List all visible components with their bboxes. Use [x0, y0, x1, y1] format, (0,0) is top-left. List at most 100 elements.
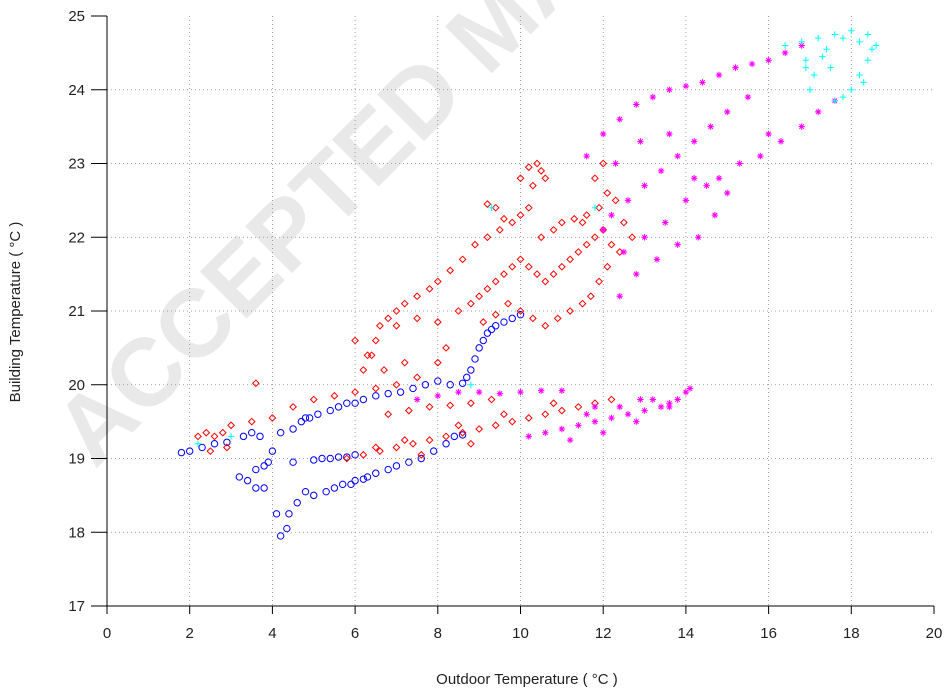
data-point	[591, 204, 599, 211]
data-point	[558, 387, 566, 394]
data-point	[247, 417, 256, 426]
data-point	[533, 159, 541, 168]
data-point	[455, 388, 462, 396]
data-point	[433, 277, 442, 286]
data-point	[425, 402, 434, 411]
data-point	[607, 240, 616, 249]
data-point	[616, 403, 623, 411]
data-point	[471, 240, 479, 249]
data-point	[198, 443, 206, 452]
data-point	[748, 60, 756, 68]
data-point	[500, 318, 508, 326]
data-point	[442, 440, 450, 448]
data-point	[326, 454, 334, 463]
data-point	[384, 314, 393, 323]
data-point	[351, 388, 360, 397]
axes	[91, 15, 935, 614]
data-point	[744, 93, 752, 101]
data-point	[338, 480, 347, 489]
data-point	[487, 325, 496, 334]
data-point	[516, 310, 525, 319]
data-point	[326, 406, 334, 415]
data-point	[495, 225, 504, 234]
data-point	[524, 203, 533, 212]
data-point	[695, 234, 702, 241]
data-point	[351, 476, 359, 485]
data-point	[351, 336, 360, 345]
data-point	[413, 396, 421, 403]
data-point	[798, 38, 805, 46]
data-point	[703, 182, 710, 189]
data-point	[690, 138, 698, 145]
data-point	[409, 384, 417, 393]
data-point	[802, 57, 810, 64]
data-point	[500, 270, 508, 279]
data-point	[450, 432, 459, 441]
data-point	[682, 388, 690, 396]
data-point	[442, 343, 450, 352]
data-point	[454, 307, 463, 315]
data-point	[624, 197, 632, 204]
data-point	[557, 406, 566, 415]
data-point	[446, 401, 455, 410]
data-point	[608, 211, 615, 219]
data-point	[483, 284, 492, 293]
data-point	[243, 476, 252, 485]
data-point	[268, 414, 277, 422]
data-point	[525, 433, 532, 440]
data-point	[641, 182, 648, 189]
data-point	[798, 123, 805, 130]
data-point	[434, 392, 441, 400]
data-point	[715, 175, 723, 182]
data-point	[210, 440, 219, 448]
data-point	[595, 277, 603, 286]
data-point	[724, 189, 731, 197]
data-point	[856, 38, 863, 46]
data-point	[371, 384, 380, 393]
data-point	[508, 218, 517, 227]
data-point	[322, 487, 330, 496]
data-point	[206, 447, 215, 456]
plus-series	[194, 27, 880, 447]
data-point	[624, 411, 632, 418]
data-point	[860, 79, 867, 86]
data-point	[566, 307, 575, 315]
data-point	[662, 219, 669, 226]
data-point	[666, 399, 673, 407]
data-point	[690, 175, 698, 182]
data-point	[310, 491, 318, 500]
data-point	[819, 53, 826, 60]
data-point	[516, 211, 525, 220]
data-point	[682, 82, 690, 90]
data-point	[483, 329, 492, 337]
data-point	[528, 181, 537, 190]
data-point	[591, 403, 599, 411]
data-point	[479, 336, 487, 345]
data-point	[798, 42, 805, 49]
data-point	[724, 108, 731, 116]
data-point	[578, 218, 587, 227]
data-point	[557, 262, 566, 271]
data-point	[566, 255, 575, 264]
data-point	[392, 321, 401, 330]
data-point	[500, 410, 508, 419]
x-tick-label: 14	[678, 625, 695, 642]
data-point	[301, 487, 310, 496]
data-point	[504, 299, 513, 308]
data-point	[615, 248, 624, 256]
data-point	[736, 160, 743, 167]
data-point	[657, 403, 665, 411]
data-point	[289, 458, 297, 466]
data-point	[732, 64, 739, 71]
data-point	[483, 200, 492, 208]
data-point	[491, 421, 500, 430]
data-point	[404, 406, 413, 415]
x-tick-label: 10	[512, 625, 529, 642]
data-point	[570, 214, 579, 223]
data-point	[600, 226, 607, 234]
data-point	[371, 336, 380, 345]
data-point	[872, 42, 880, 49]
data-point	[574, 248, 583, 256]
data-point	[194, 440, 202, 447]
